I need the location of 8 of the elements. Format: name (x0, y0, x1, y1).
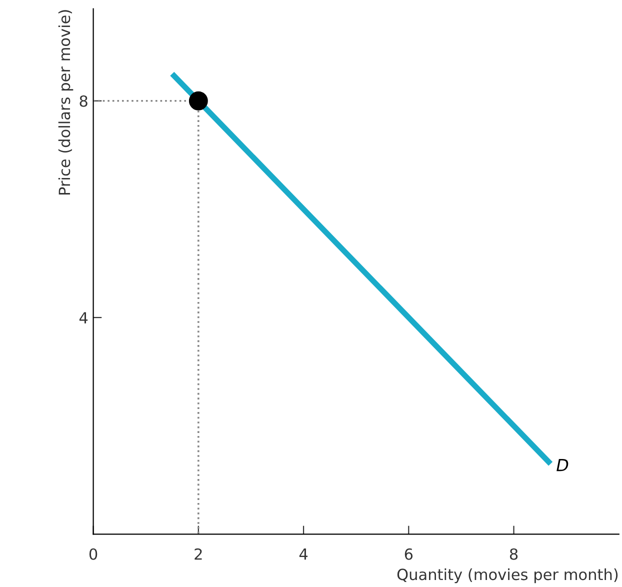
x-tick-label: 8 (510, 548, 518, 560)
x-tick-label: 2 (194, 548, 202, 560)
y-axis-title: Price (dollars per movie) (58, 10, 74, 194)
x-axis-title: Quantity (movies per month) (397, 568, 618, 584)
x-tick-label: 4 (299, 548, 308, 560)
x-tick-label: 0 (89, 548, 98, 560)
annotation: D (556, 458, 568, 472)
x-tick-label: 6 (404, 548, 413, 560)
